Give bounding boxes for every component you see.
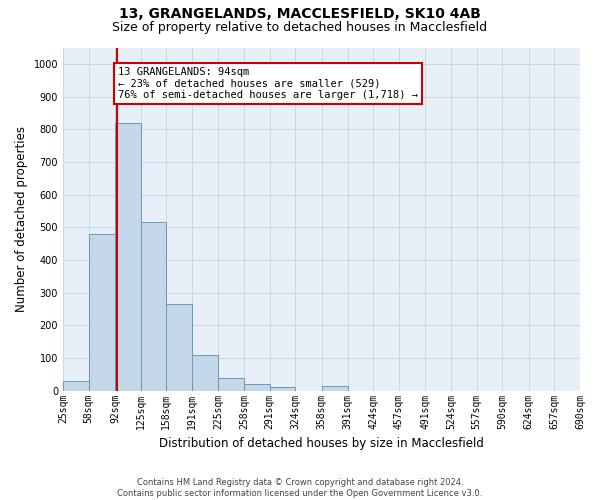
Text: 13 GRANGELANDS: 94sqm
← 23% of detached houses are smaller (529)
76% of semi-det: 13 GRANGELANDS: 94sqm ← 23% of detached … (118, 67, 418, 100)
Text: Contains HM Land Registry data © Crown copyright and database right 2024.
Contai: Contains HM Land Registry data © Crown c… (118, 478, 482, 498)
Bar (192, 354, 218, 390)
Text: 13, GRANGELANDS, MACCLESFIELD, SK10 4AB: 13, GRANGELANDS, MACCLESFIELD, SK10 4AB (119, 8, 481, 22)
Text: Size of property relative to detached houses in Macclesfield: Size of property relative to detached ho… (112, 21, 488, 34)
Bar (322, 386, 347, 390)
Bar (115, 122, 140, 390)
Y-axis label: Number of detached properties: Number of detached properties (15, 126, 28, 312)
Bar (63, 381, 89, 390)
Bar (166, 304, 192, 390)
Bar (89, 234, 115, 390)
Bar (270, 388, 295, 390)
Bar (244, 384, 270, 390)
X-axis label: Distribution of detached houses by size in Macclesfield: Distribution of detached houses by size … (159, 437, 484, 450)
Bar (140, 222, 166, 390)
Bar (218, 378, 244, 390)
